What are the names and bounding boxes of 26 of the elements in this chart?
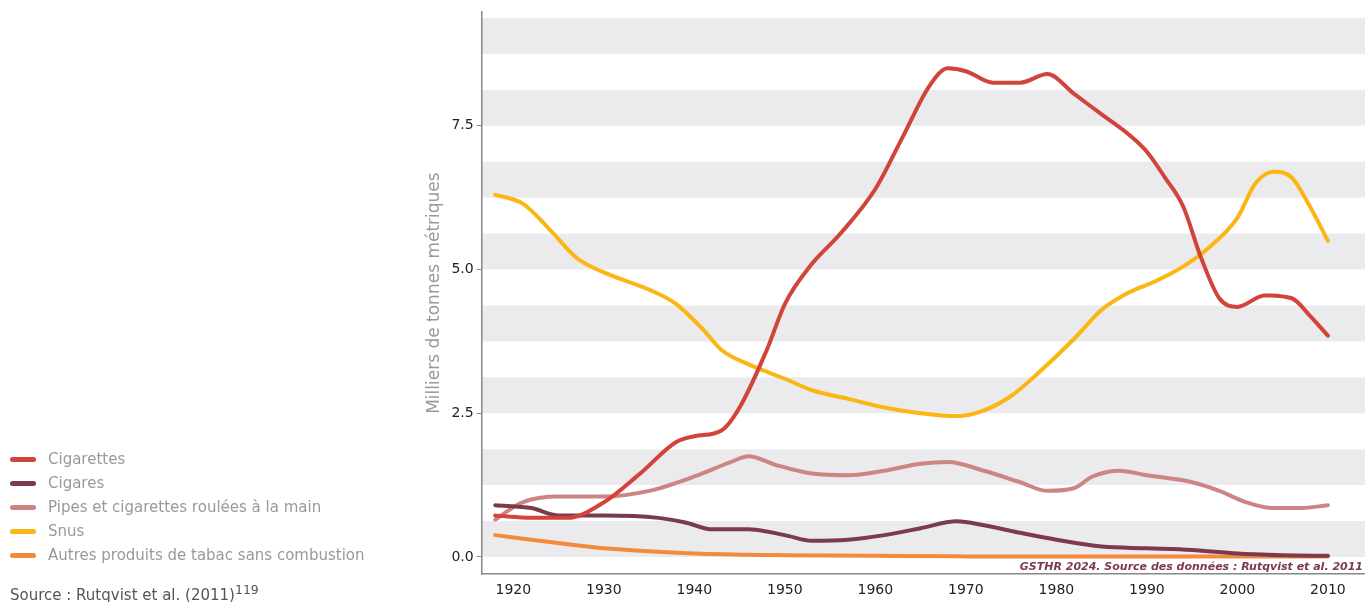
line-series (493, 454, 1330, 522)
x-tick-label: 1970 (948, 581, 984, 598)
legend-label: Cigarettes (48, 450, 126, 468)
y-tick-label: 2.5 (451, 403, 474, 420)
line-series (493, 533, 1330, 559)
line-series (493, 503, 1330, 558)
x-tick-label: 1930 (586, 581, 622, 598)
line-series (493, 169, 1330, 419)
y-axis-title: Milliers de tonnes métriques (422, 172, 443, 414)
x-tick-label: 1920 (495, 581, 532, 598)
legend-label: Pipes et cigarettes roulées à la main (48, 498, 322, 516)
x-tick-label: 1960 (857, 581, 894, 598)
legend-label: Snus (48, 522, 85, 540)
x-tick-label: 1950 (767, 581, 803, 598)
legend-label: Cigares (48, 474, 105, 492)
x-tick-label: 2010 (1310, 581, 1346, 598)
x-tick-label: 2000 (1219, 581, 1256, 598)
x-tick-label: 1940 (676, 581, 713, 598)
legend-label: Autres produits de tabac sans combustion (48, 546, 365, 564)
annotation: GSTHR 2024. Source des données : Rutqvist et al. 2011 (1019, 559, 1363, 573)
x-tick-label: 1990 (1129, 581, 1165, 598)
y-tick-label: 7.5 (451, 116, 474, 133)
x-tick-label: 1980 (1038, 581, 1075, 598)
line-series (493, 66, 1330, 520)
y-tick-label: 0.0 (451, 547, 474, 564)
y-tick-label: 5.0 (451, 260, 474, 277)
